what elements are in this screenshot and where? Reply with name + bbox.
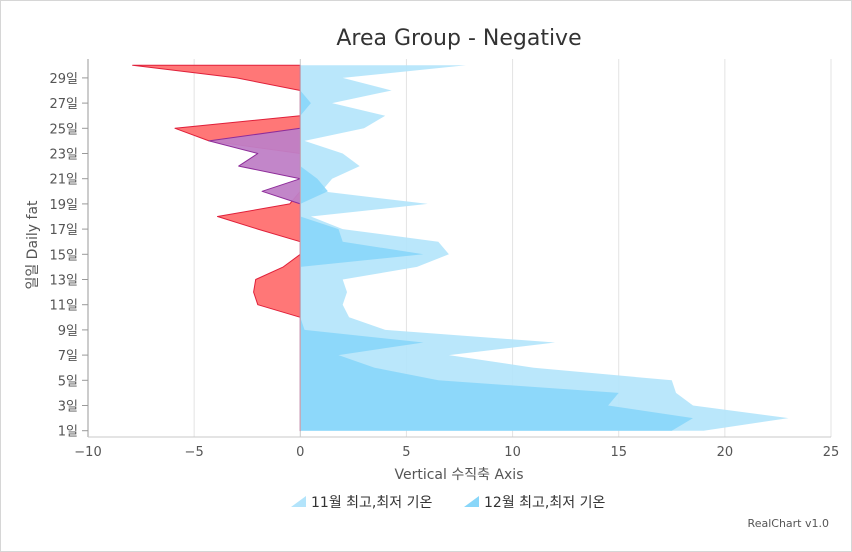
value-tick-label: 0 — [296, 445, 304, 460]
value-tick-label: 5 — [402, 445, 410, 460]
category-tick-label: 27일 — [49, 97, 78, 112]
value-tick-label: 10 — [504, 445, 521, 460]
legend: 11월 최고,최저 기온 12월 최고,최저 기온 — [291, 495, 605, 511]
chart-title: Area Group - Negative — [336, 26, 581, 51]
series-area-1[interactable] — [300, 65, 789, 431]
category-tick-label: 23일 — [49, 148, 78, 163]
legend-label: 12월 최고,최저 기온 — [484, 495, 605, 511]
category-tick-label: 13일 — [49, 274, 78, 289]
legend-marker — [291, 496, 306, 507]
series-area-2[interactable] — [300, 65, 693, 431]
plot-areas — [132, 64, 789, 432]
legend-item-1[interactable]: 11월 최고,최저 기온 — [291, 495, 432, 511]
category-tick-label: 3일 — [58, 400, 78, 415]
category-tick-label: 17일 — [49, 223, 78, 238]
category-tick-label: 15일 — [49, 248, 78, 263]
category-tick-label: 1일 — [58, 425, 78, 440]
category-tick-label: 7일 — [58, 349, 78, 364]
value-tick-label: −10 — [74, 445, 101, 460]
category-tick-label: 11일 — [49, 299, 78, 314]
value-tick-label: −5 — [185, 445, 204, 460]
series-area-3[interactable] — [132, 64, 301, 432]
category-axis-title: 일일 Daily fat — [25, 200, 41, 290]
category-tick-label: 21일 — [49, 173, 78, 188]
category-tick-label: 9일 — [58, 324, 78, 339]
category-tick-labels: 1일 3일 5일 7일 9일 11일 13일 15일 17일 19일 21일 23일 25일 27일 29일 — [49, 72, 88, 440]
category-tick-label: 19일 — [49, 198, 78, 213]
value-tick-labels: −10 −5 0 5 10 15 20 25 — [74, 445, 839, 460]
value-tick-label: 15 — [610, 445, 627, 460]
legend-marker — [464, 496, 479, 507]
value-axis-title: Vertical 수직축 Axis — [395, 467, 524, 483]
category-tick-label: 25일 — [49, 122, 78, 137]
category-tick-label: 5일 — [58, 374, 78, 389]
credits-label: RealChart v1.0 — [748, 517, 829, 530]
value-tick-label: 25 — [823, 445, 840, 460]
legend-label: 11월 최고,최저 기온 — [311, 495, 432, 511]
legend-item-2[interactable]: 12월 최고,최저 기온 — [464, 495, 605, 511]
value-tick-label: 20 — [717, 445, 734, 460]
category-tick-label: 29일 — [49, 72, 78, 87]
axis-lines — [87, 59, 831, 438]
